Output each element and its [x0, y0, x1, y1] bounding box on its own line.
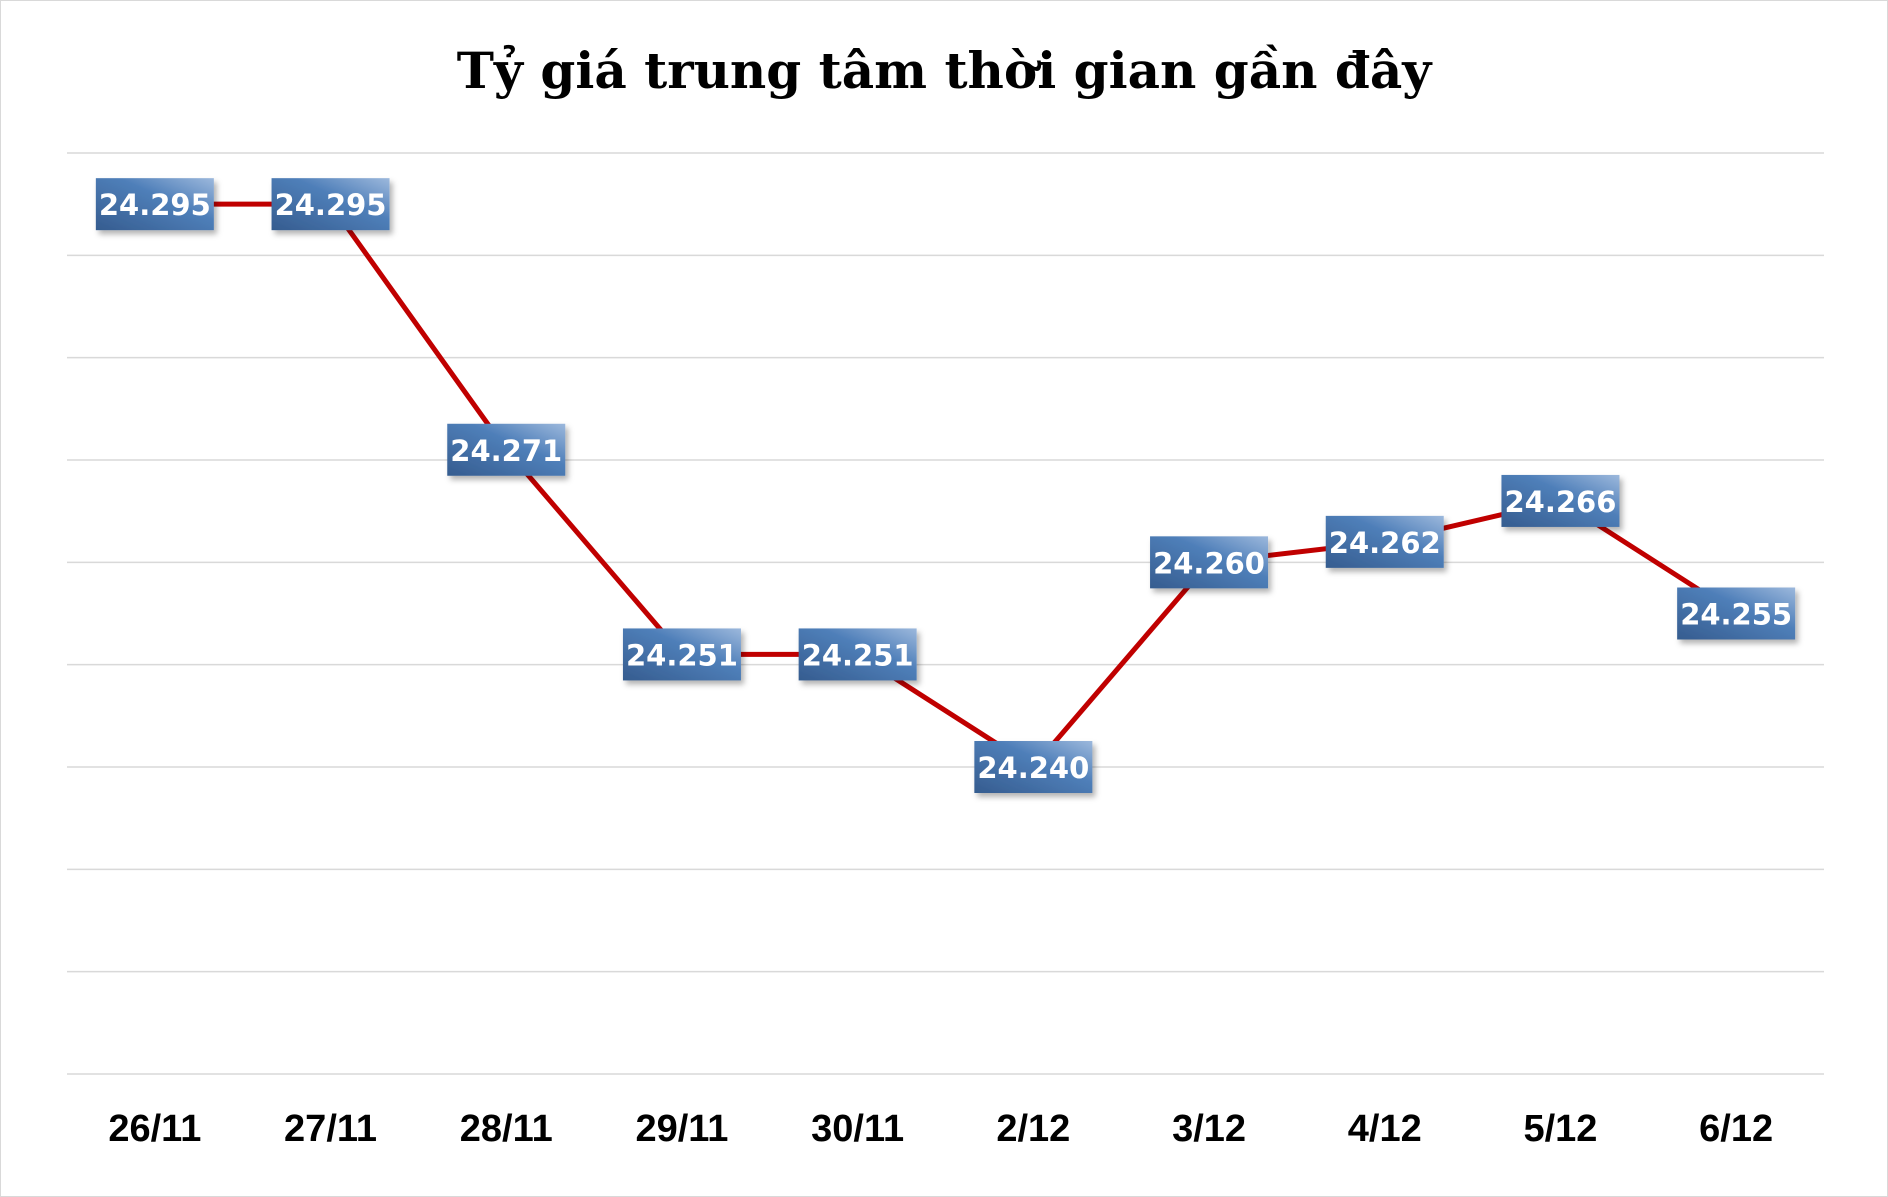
data-label-box [1150, 536, 1269, 589]
data-label-text: 24.251 [626, 638, 738, 672]
x-tick-label: 4/12 [1348, 1108, 1422, 1150]
data-label-text: 24.295 [99, 188, 211, 222]
x-tick-label: 28/11 [460, 1108, 553, 1150]
x-tick-label: 6/12 [1699, 1108, 1773, 1150]
data-label: 24.262 [1325, 515, 1444, 568]
data-label-box [1677, 587, 1796, 640]
data-label: 24.251 [622, 628, 741, 681]
data-label: 24.295 [95, 178, 214, 231]
data-label-text: 24.260 [1153, 546, 1265, 580]
x-tick-label: 27/11 [284, 1108, 377, 1150]
x-tick-label: 30/11 [811, 1108, 904, 1150]
data-label-box [974, 741, 1093, 793]
data-label: 24.295 [271, 178, 390, 231]
data-label: 24.271 [447, 423, 566, 476]
x-tick-label: 3/12 [1172, 1108, 1246, 1150]
data-label-text: 24.271 [450, 434, 562, 468]
data-label-text: 24.262 [1329, 526, 1441, 560]
series-line [154, 201, 1738, 770]
data-label-text: 24.240 [977, 751, 1089, 785]
data-label-box [1501, 474, 1620, 527]
data-label: 24.266 [1501, 474, 1620, 527]
data-label-box [271, 178, 390, 231]
x-tick-label: 26/11 [108, 1108, 201, 1150]
data-label-box [798, 628, 917, 681]
data-label-text: 24.266 [1504, 485, 1616, 519]
data-label-box [447, 423, 566, 476]
x-tick-label: 29/11 [635, 1108, 728, 1150]
data-label: 24.251 [798, 628, 917, 681]
data-label: 24.240 [974, 741, 1093, 793]
x-tick-label: 2/12 [996, 1108, 1070, 1150]
data-label-box [622, 628, 741, 681]
data-label-text: 24.295 [275, 188, 387, 222]
data-label-text: 24.255 [1680, 598, 1792, 632]
data-label-box [95, 178, 214, 231]
x-tick-label: 5/12 [1523, 1108, 1597, 1150]
data-label: 24.260 [1150, 536, 1269, 589]
data-label: 24.255 [1677, 587, 1796, 640]
data-label-box [1325, 515, 1444, 568]
chart-title: Tỷ giá trung tâm thời gian gần đây [456, 41, 1432, 100]
data-label-text: 24.251 [802, 638, 914, 672]
